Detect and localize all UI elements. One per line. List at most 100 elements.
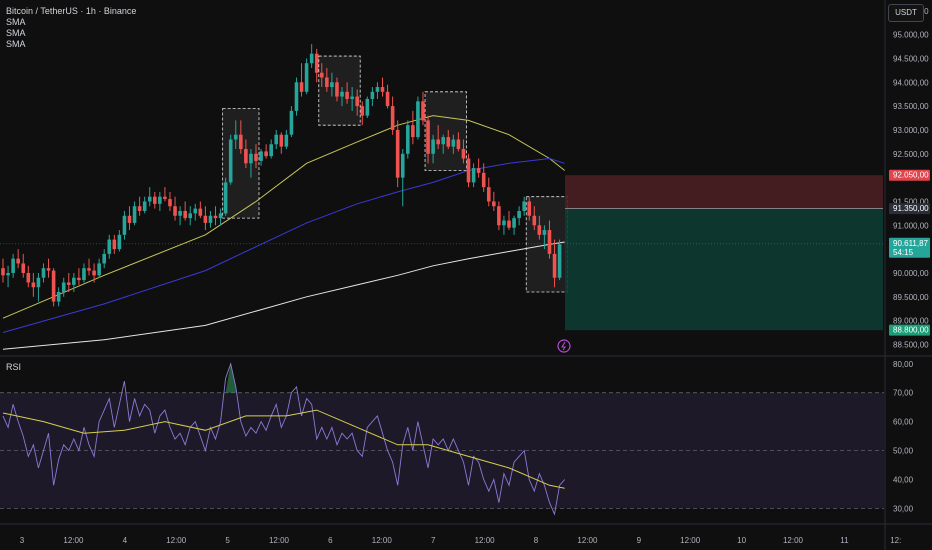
candle xyxy=(269,139,273,159)
candle-body xyxy=(471,168,476,183)
candle xyxy=(395,120,400,188)
candle-body xyxy=(400,153,405,178)
candle-body xyxy=(456,139,461,150)
candle-body xyxy=(552,253,557,278)
indicator-sma-1[interactable]: SMA xyxy=(6,17,26,27)
candle-body xyxy=(244,149,248,164)
candle xyxy=(122,210,127,240)
candle-body xyxy=(492,201,496,207)
candle xyxy=(213,206,218,226)
candle xyxy=(233,120,238,150)
candle-body xyxy=(1,268,5,276)
candle xyxy=(107,234,112,259)
candle-body xyxy=(183,210,187,219)
candle-body xyxy=(142,201,147,211)
candle-body xyxy=(223,182,228,214)
time-tick-label: 3 xyxy=(20,536,25,545)
candle-body xyxy=(370,91,375,99)
candle-body xyxy=(319,72,324,78)
candle-body xyxy=(380,87,385,92)
price-tick-label: 94.000,00 xyxy=(893,78,929,87)
candle xyxy=(289,106,294,138)
candle-body xyxy=(532,215,537,226)
candle xyxy=(426,115,430,164)
candle xyxy=(203,206,208,231)
candle-body xyxy=(360,106,365,116)
candle-body xyxy=(426,120,430,154)
candle-body xyxy=(102,253,106,264)
candle xyxy=(350,87,354,111)
time-tick-label: 4 xyxy=(123,536,128,545)
candle xyxy=(16,249,20,269)
candle xyxy=(370,87,375,107)
rsi-label[interactable]: RSI xyxy=(6,362,22,372)
candle-body xyxy=(502,220,506,226)
price-tick-label: 95.000,00 xyxy=(893,31,929,40)
candles xyxy=(0,44,884,307)
candle xyxy=(476,158,481,178)
candle-body xyxy=(198,208,203,216)
candle-body xyxy=(188,213,193,219)
price-tick-label: 90.000,00 xyxy=(893,269,929,278)
price-tick-label: 91.500,00 xyxy=(893,197,929,206)
candle-body xyxy=(51,270,56,302)
candle-body xyxy=(66,282,71,285)
candle-body xyxy=(46,268,51,271)
candle-body xyxy=(527,201,532,216)
price-tag-last xyxy=(889,237,930,258)
candle-body xyxy=(451,139,456,147)
candle xyxy=(249,149,253,178)
candle-body xyxy=(436,139,440,145)
candle-body xyxy=(163,196,167,200)
time-tick-label: 8 xyxy=(534,536,539,545)
candle-body xyxy=(193,208,198,214)
candle xyxy=(340,87,344,107)
rsi-overbought-fill xyxy=(225,363,238,393)
currency-button[interactable]: USDT xyxy=(888,4,924,22)
candle-body xyxy=(537,225,542,235)
candle-body xyxy=(522,201,526,211)
candle-body xyxy=(395,129,400,178)
candle-body xyxy=(208,215,213,223)
rsi-tick-label: 40,00 xyxy=(893,476,914,485)
candle xyxy=(527,196,532,221)
candle xyxy=(309,44,314,68)
candle xyxy=(304,58,309,95)
candle-body xyxy=(497,206,501,226)
candle xyxy=(557,239,562,281)
candle xyxy=(481,163,486,192)
candle xyxy=(542,225,547,250)
candle-body xyxy=(274,134,279,145)
candle-body xyxy=(11,258,15,273)
candle xyxy=(102,249,106,269)
candle xyxy=(11,253,15,278)
candle-body xyxy=(355,96,359,107)
candle xyxy=(507,210,511,231)
rsi-tick-label: 80,00 xyxy=(893,360,914,369)
time-tick-label: 11 xyxy=(840,536,849,545)
indicator-sma-2[interactable]: SMA xyxy=(6,28,26,38)
candle xyxy=(537,215,542,240)
candle xyxy=(26,265,31,288)
candle-body xyxy=(375,87,380,92)
rsi-tick-label: 30,00 xyxy=(893,504,914,513)
candle xyxy=(56,287,61,307)
alert-icon[interactable] xyxy=(557,339,571,353)
symbol-title[interactable]: Bitcoin / TetherUS · 1h · Binance xyxy=(6,6,137,16)
indicator-sma-3[interactable]: SMA xyxy=(6,39,26,49)
candle-body xyxy=(365,98,370,116)
candle-body xyxy=(279,134,284,147)
candle-body xyxy=(127,215,132,223)
candle-body xyxy=(147,196,152,202)
highlight-boxes xyxy=(222,55,569,293)
sma-slow-line xyxy=(2,241,565,350)
candle xyxy=(411,110,415,145)
candle xyxy=(532,206,537,231)
candle-body xyxy=(228,139,233,183)
candle xyxy=(279,132,284,154)
rsi-tick-label: 70,00 xyxy=(893,389,914,398)
candle xyxy=(486,177,491,207)
candle-body xyxy=(431,139,435,154)
